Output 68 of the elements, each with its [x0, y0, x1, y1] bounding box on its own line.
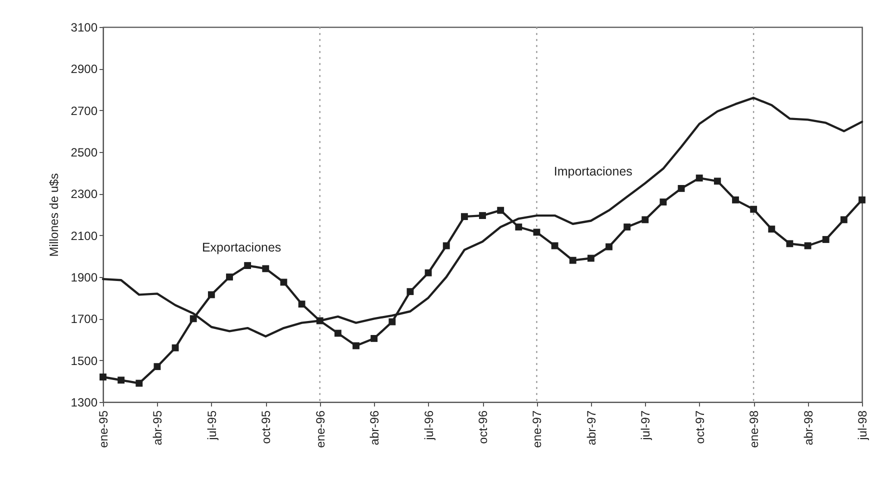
point [262, 265, 270, 272]
point [660, 198, 667, 206]
point [678, 184, 685, 192]
point [587, 254, 594, 262]
y-tick-label: 2500 [70, 146, 98, 160]
x-tick-label: ene-97 [530, 410, 544, 448]
point [424, 269, 432, 276]
x-tick-label: ene-96 [313, 410, 328, 448]
point [840, 216, 848, 224]
x-tick-label: oct-96 [476, 410, 490, 444]
point [714, 178, 721, 185]
x-tick-label: abr-98 [801, 410, 816, 446]
point [569, 256, 576, 264]
point [280, 278, 288, 286]
x-tick-label: oct-97 [692, 410, 707, 444]
point [334, 330, 342, 337]
y-tick-label: 3100 [70, 20, 98, 34]
x-tick-label: abr-97 [584, 410, 598, 446]
point [858, 196, 866, 204]
y-tick-label: 2300 [70, 187, 98, 202]
point [244, 262, 252, 270]
point [786, 240, 794, 248]
point [406, 288, 414, 296]
point [533, 228, 540, 236]
point [136, 380, 143, 387]
x-tick-label: ene-95 [96, 410, 110, 448]
point [118, 376, 125, 384]
point [768, 226, 776, 233]
y-tick-label: 2900 [70, 62, 98, 76]
point [208, 291, 215, 298]
x-tick-label: ene-98 [747, 410, 762, 448]
x-tick-label: abr-96 [368, 410, 382, 446]
point [515, 224, 522, 230]
point [624, 224, 631, 230]
y-tick-label: 1500 [70, 354, 98, 368]
point [154, 363, 161, 370]
point [497, 206, 504, 214]
x-tick-label: jul-97 [638, 410, 653, 441]
x-tick-label: jul-98 [856, 410, 870, 441]
point [100, 374, 106, 380]
point [822, 236, 830, 243]
x-tick-label: jul-96 [422, 410, 436, 441]
point [750, 206, 758, 213]
point [642, 216, 649, 224]
point [172, 344, 179, 352]
point [388, 318, 396, 326]
point [190, 315, 197, 322]
point [352, 342, 360, 350]
series-label: Importaciones [554, 164, 632, 178]
y-tick-label: 1700 [70, 312, 98, 326]
point [732, 196, 739, 204]
y-tick-label: 2100 [70, 228, 98, 243]
x-tick-label: jul-95 [204, 410, 219, 441]
y-tick-label: 1300 [70, 396, 98, 410]
point [460, 213, 468, 220]
x-tick-label: oct-95 [259, 410, 274, 444]
x-tick-label: abr-95 [150, 410, 165, 446]
point [370, 334, 378, 342]
y-tick-label: 1900 [70, 270, 98, 284]
point [696, 174, 703, 182]
point [606, 243, 612, 250]
y-tick-label: 2700 [70, 104, 98, 118]
point [226, 274, 233, 280]
y-axis-title: Millones de u$s [46, 173, 61, 257]
point [479, 212, 486, 220]
point [298, 300, 306, 308]
point [442, 242, 450, 250]
series-label: Exportaciones [202, 240, 282, 255]
